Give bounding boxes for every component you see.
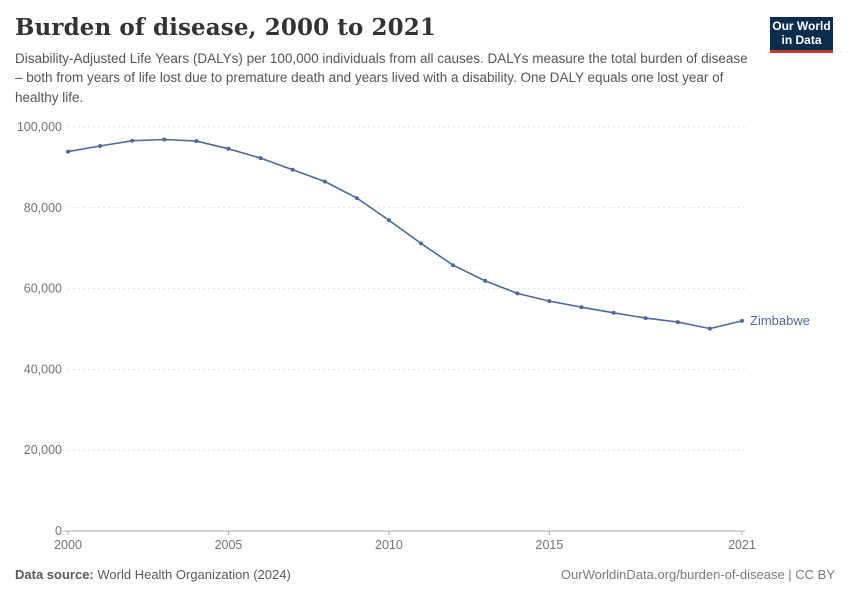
data-point-2009[interactable] [354, 196, 359, 201]
footer-citation-link[interactable]: OurWorldinData.org/burden-of-disease | C… [560, 567, 835, 582]
line-chart-canvas[interactable]: 0 20,000 40,000 60,000 80,000 100,000 2000 2005… [0, 112, 850, 562]
x-tick-label: 2010 [375, 538, 403, 552]
x-tick-label: 2021 [728, 538, 756, 552]
data-point-2014[interactable] [515, 291, 520, 296]
data-point-2015[interactable] [547, 299, 552, 304]
data-point-2013[interactable] [483, 278, 488, 283]
data-point-2017[interactable] [611, 310, 616, 315]
data-point-2020[interactable] [707, 326, 712, 331]
owid-logo-line1: Our World [772, 19, 831, 33]
x-tick-label: 2005 [215, 538, 243, 552]
chart-header: Burden of disease, 2000 to 2021 Disabili… [15, 10, 760, 107]
y-tick-label: 80,000 [24, 201, 62, 215]
data-point-2001[interactable] [98, 144, 103, 148]
x-tick-label: 2015 [536, 538, 564, 552]
data-source: Data source: World Health Organization (… [15, 567, 291, 582]
data-point-2003[interactable] [162, 137, 167, 142]
data-source-label: Data source: [15, 567, 94, 582]
data-point-2018[interactable] [643, 316, 648, 321]
owid-logo[interactable]: Our World in Data [770, 17, 833, 53]
data-point-2011[interactable] [419, 241, 423, 246]
data-point-2016[interactable] [579, 305, 584, 310]
chart-subtitle: Disability-Adjusted Life Years (DALYs) p… [15, 51, 748, 105]
data-point-2005[interactable] [226, 146, 231, 151]
data-point-2002[interactable] [130, 138, 135, 143]
y-tick-label: 100,000 [17, 120, 62, 134]
series-label-zimbabwe[interactable]: Zimbabwe [750, 313, 810, 328]
y-tick-label: 60,000 [24, 282, 62, 296]
y-tick-label: 0 [55, 524, 62, 538]
data-point-2007[interactable] [290, 167, 295, 172]
data-point-2019[interactable] [675, 320, 680, 325]
y-tick-label: 40,000 [24, 362, 62, 376]
data-point-2006[interactable] [258, 156, 263, 161]
x-tick-label: 2000 [54, 538, 82, 552]
data-point-2010[interactable] [387, 218, 391, 223]
data-point-2012[interactable] [451, 263, 456, 268]
owid-logo-line2: in Data [781, 32, 822, 47]
data-source-value: World Health Organization (2024) [97, 567, 291, 582]
chart-footer: Data source: World Health Organization (… [15, 567, 835, 582]
data-point-2000[interactable] [66, 149, 70, 154]
page-title: Burden of disease, 2000 to 2021 [15, 14, 436, 41]
y-tick-label: 20,000 [24, 443, 62, 457]
data-point-2004[interactable] [194, 139, 199, 144]
data-point-2021[interactable] [740, 318, 744, 323]
data-point-2008[interactable] [322, 179, 327, 184]
trend-line-zimbabwe[interactable] [67, 138, 743, 330]
